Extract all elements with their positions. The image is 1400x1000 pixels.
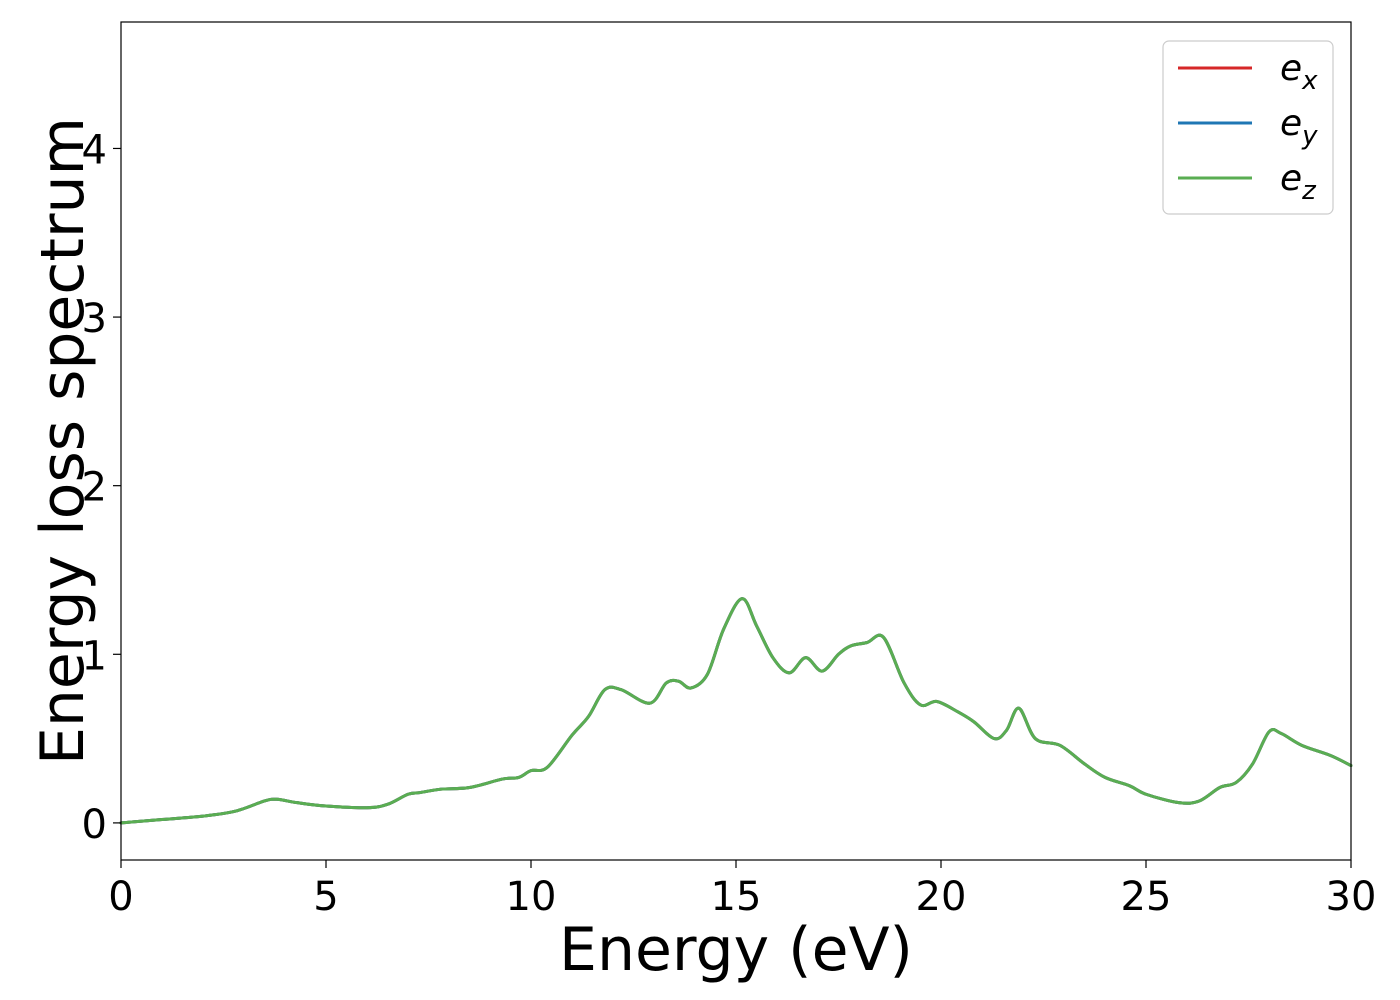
legend-label-base: e: [1280, 103, 1302, 144]
x-tick-label: 0: [108, 874, 133, 920]
series-line-z: [119, 597, 1353, 825]
x-axis: 0 5 10 15 20 25 30: [108, 860, 1376, 920]
legend-label-base: e: [1280, 48, 1302, 89]
y-tick-label: 0: [82, 802, 107, 848]
series-line-y: [119, 597, 1353, 825]
x-tick-label: 5: [313, 874, 338, 920]
series-line-x: [119, 597, 1353, 825]
y-axis-title: Energy loss spectrum: [28, 117, 98, 765]
x-tick-label: 20: [916, 874, 967, 920]
y-tick-label: 3: [82, 296, 107, 342]
x-tick-label: 15: [711, 874, 762, 920]
legend-label-subscript: y: [1301, 121, 1318, 151]
x-tick-label: 25: [1121, 874, 1172, 920]
legend-label-subscript: z: [1301, 176, 1317, 206]
x-tick-label: 10: [506, 874, 557, 920]
y-tick-label: 1: [82, 633, 107, 679]
legend-label-subscript: x: [1301, 66, 1318, 96]
legend-label-y: ey: [1280, 103, 1318, 151]
legend-box: [1162, 40, 1334, 215]
y-axis: 0 1 2 3 4: [82, 127, 121, 848]
x-axis-title: Energy (eV): [559, 915, 913, 985]
legend-label-x: ex: [1280, 48, 1318, 96]
y-tick-label: 4: [82, 127, 107, 173]
x-tick-label: 30: [1326, 874, 1377, 920]
y-tick-label: 2: [82, 465, 107, 511]
legend-label-z: ez: [1280, 158, 1317, 206]
legend-label-base: e: [1280, 158, 1302, 199]
series-layer: [119, 597, 1353, 825]
